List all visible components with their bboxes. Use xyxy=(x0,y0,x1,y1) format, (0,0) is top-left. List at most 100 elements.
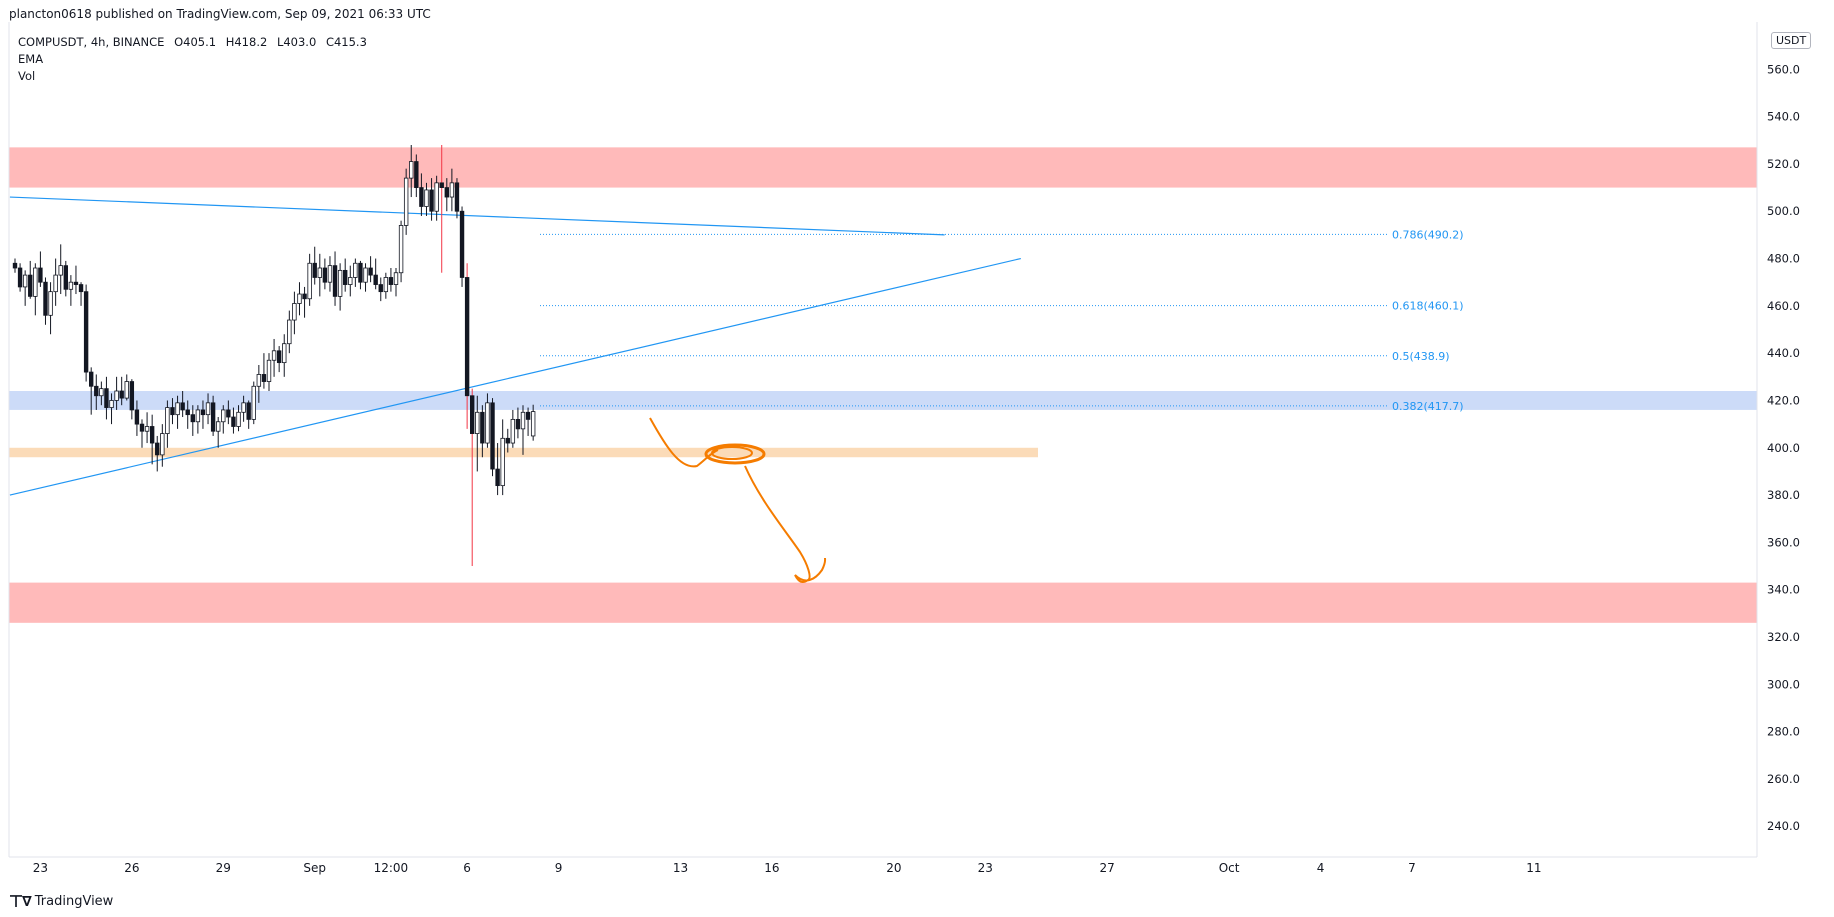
candle xyxy=(129,379,135,420)
candle-body xyxy=(53,274,58,293)
symbol-label[interactable]: COMPUSDT, 4h, BINANCE xyxy=(18,35,165,49)
currency-unit-badge[interactable]: USDT xyxy=(1771,32,1812,49)
candle-body xyxy=(388,277,394,285)
candle xyxy=(22,270,28,306)
candle-body xyxy=(312,262,317,278)
x-tick-label: 16 xyxy=(764,861,779,875)
candle-body xyxy=(464,277,470,397)
candle xyxy=(215,417,221,448)
candle xyxy=(99,381,104,406)
candle-body xyxy=(297,293,302,304)
candle xyxy=(266,353,272,392)
candle-body xyxy=(292,303,297,321)
candle xyxy=(363,263,368,292)
candle-body xyxy=(139,423,145,432)
candle xyxy=(500,419,505,496)
candle xyxy=(175,395,180,429)
candle-body xyxy=(454,182,460,212)
candle xyxy=(383,272,389,299)
y-tick-label: 440.0 xyxy=(1767,346,1800,360)
candle-body xyxy=(200,409,206,416)
candle-body xyxy=(475,411,480,434)
candle xyxy=(327,256,333,292)
x-tick-label: 12:00 xyxy=(374,861,409,875)
y-tick-label: 360.0 xyxy=(1767,535,1800,549)
candle xyxy=(287,310,292,354)
candle-body xyxy=(322,267,328,283)
candle-body xyxy=(236,411,241,427)
candle xyxy=(256,364,262,403)
x-tick-label: 11 xyxy=(1526,861,1541,875)
candle-body xyxy=(144,426,150,432)
candle xyxy=(490,398,495,477)
candle xyxy=(282,334,287,377)
candle-body xyxy=(231,416,236,427)
candle-body xyxy=(114,390,119,401)
candle-body xyxy=(419,187,424,207)
candle-body xyxy=(12,262,18,269)
candle xyxy=(33,263,38,316)
fib-label-2: 0.5(438.9) xyxy=(1392,350,1450,363)
candle-body xyxy=(180,402,185,411)
candle xyxy=(251,381,256,425)
trendlines xyxy=(9,196,1021,496)
candle-body xyxy=(221,409,226,423)
candle-body xyxy=(43,281,48,316)
candle-body xyxy=(134,409,140,425)
x-tick-label: 6 xyxy=(463,861,471,875)
indicator-ema[interactable]: EMA xyxy=(18,52,44,66)
candle xyxy=(393,268,399,297)
candle-body xyxy=(271,350,277,361)
y-tick-label: 480.0 xyxy=(1767,252,1800,266)
candle-body xyxy=(363,267,368,283)
candle-body xyxy=(210,402,216,432)
y-tick-label: 540.0 xyxy=(1767,110,1800,124)
candle-body xyxy=(490,402,495,470)
candle xyxy=(459,206,465,287)
candle-body xyxy=(241,402,246,413)
fib-label-0: 0.786(490.2) xyxy=(1392,228,1464,241)
candle-body xyxy=(383,277,389,293)
candle-body xyxy=(500,437,505,487)
candle xyxy=(322,258,328,290)
candle xyxy=(449,168,455,212)
candle xyxy=(180,391,185,418)
candle xyxy=(104,376,109,420)
ohlc-row: COMPUSDT, 4h, BINANCE O405.1 H418.2 L403… xyxy=(18,34,373,51)
candle xyxy=(510,409,516,448)
x-tick-label: Oct xyxy=(1219,861,1240,875)
candle-body xyxy=(129,381,135,411)
candle-body xyxy=(409,161,414,179)
y-tick-label: 460.0 xyxy=(1767,299,1800,313)
y-tick-label: 320.0 xyxy=(1767,630,1800,644)
candle-body xyxy=(246,402,251,420)
candle xyxy=(464,263,470,429)
candle xyxy=(261,353,267,389)
footer-brand[interactable]: ㄒ∇ TradingView xyxy=(9,891,113,911)
candle-body xyxy=(78,284,84,293)
candle xyxy=(454,178,460,219)
candle xyxy=(317,253,322,297)
candle xyxy=(94,374,99,410)
candle xyxy=(144,412,150,444)
candle xyxy=(28,260,33,299)
candle xyxy=(241,395,246,422)
indicator-vol[interactable]: Vol xyxy=(18,69,36,83)
candle xyxy=(134,400,140,436)
candle xyxy=(312,246,317,285)
candle xyxy=(353,258,358,287)
candle xyxy=(43,277,48,325)
candle xyxy=(358,260,363,290)
y-tick-label: 520.0 xyxy=(1767,157,1800,171)
candle-body xyxy=(480,411,485,444)
projection-circle-outer xyxy=(704,443,766,465)
candle xyxy=(530,404,536,441)
y-tick-label: 280.0 xyxy=(1767,725,1800,739)
candle-body xyxy=(48,291,53,316)
candle xyxy=(226,400,231,425)
candle-body xyxy=(22,274,28,288)
fib-label-3: 0.382(417.7) xyxy=(1392,400,1464,413)
candle xyxy=(185,400,190,429)
candle-body xyxy=(520,411,526,430)
